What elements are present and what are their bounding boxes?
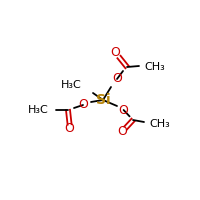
- Text: H₃C: H₃C: [28, 105, 49, 115]
- Text: Si: Si: [96, 93, 110, 107]
- Text: O: O: [112, 72, 122, 86]
- Text: O: O: [119, 104, 129, 116]
- Text: H₃C: H₃C: [61, 80, 82, 90]
- Text: O: O: [64, 122, 74, 135]
- Text: CH₃: CH₃: [144, 62, 165, 72]
- Text: O: O: [110, 46, 120, 60]
- Text: O: O: [78, 98, 88, 112]
- Text: CH₃: CH₃: [150, 119, 170, 129]
- Text: O: O: [117, 125, 127, 138]
